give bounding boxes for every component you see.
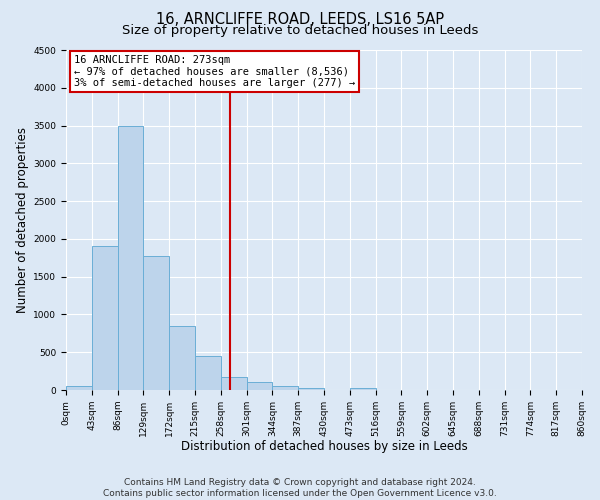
Bar <box>92 246 118 390</box>
Bar <box>169 326 195 390</box>
Bar <box>350 388 376 390</box>
Y-axis label: Number of detached properties: Number of detached properties <box>16 127 29 313</box>
Bar <box>66 386 92 390</box>
Bar <box>118 126 143 390</box>
Text: 16 ARNCLIFFE ROAD: 273sqm
← 97% of detached houses are smaller (8,536)
3% of sem: 16 ARNCLIFFE ROAD: 273sqm ← 97% of detac… <box>74 55 355 88</box>
Bar <box>221 377 247 390</box>
Bar <box>272 386 298 390</box>
Bar <box>298 388 324 390</box>
X-axis label: Distribution of detached houses by size in Leeds: Distribution of detached houses by size … <box>181 440 467 454</box>
Text: Size of property relative to detached houses in Leeds: Size of property relative to detached ho… <box>122 24 478 37</box>
Text: 16, ARNCLIFFE ROAD, LEEDS, LS16 5AP: 16, ARNCLIFFE ROAD, LEEDS, LS16 5AP <box>156 12 444 28</box>
Bar <box>247 382 272 390</box>
Bar <box>143 256 169 390</box>
Bar <box>195 356 221 390</box>
Text: Contains HM Land Registry data © Crown copyright and database right 2024.
Contai: Contains HM Land Registry data © Crown c… <box>103 478 497 498</box>
